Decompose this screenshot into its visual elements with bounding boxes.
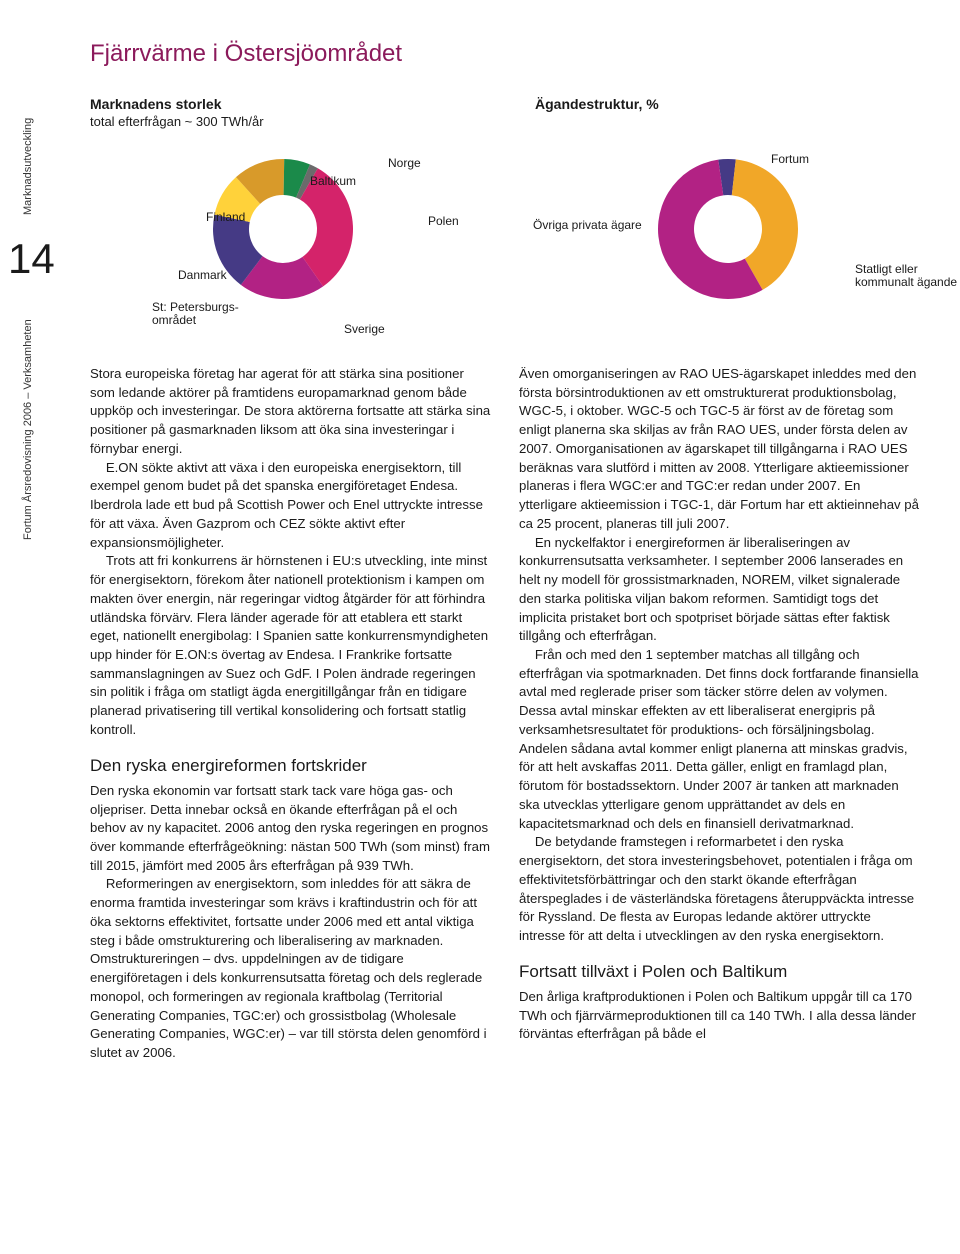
- label-danmark: Danmark: [178, 269, 227, 282]
- lc-p3: Trots att fri konkurrens är hörnstenen i…: [90, 552, 491, 739]
- label-private: Övriga privata ägare: [533, 219, 642, 232]
- charts-row: Marknadens storlek total efterfrågan ~ 3…: [90, 96, 920, 329]
- chart-market-size: Marknadens storlek total efterfrågan ~ 3…: [90, 96, 475, 329]
- label-stpetersburg: St: Petersburgs-området: [152, 301, 248, 327]
- sidebar-label-bottom: Fortum Årsredovisning 2006 – Verksamhete…: [22, 319, 34, 540]
- left-column: Stora europeiska företag har agerat för …: [90, 365, 491, 1063]
- label-norge: Norge: [388, 157, 421, 170]
- body-columns: Stora europeiska företag har agerat för …: [90, 365, 920, 1063]
- page-title: Fjärrvärme i Östersjöområdet: [90, 40, 920, 68]
- rc-p2: En nyckelfaktor i energireformen är libe…: [519, 534, 920, 646]
- label-polen: Polen: [428, 215, 459, 228]
- rc-subhead: Fortsatt tillväxt i Polen och Baltikum: [519, 960, 920, 984]
- label-sverige: Sverige: [344, 323, 385, 336]
- lc-p4: Den ryska ekonomin var fortsatt stark ta…: [90, 782, 491, 876]
- lc-subhead: Den ryska energireformen fortskrider: [90, 754, 491, 778]
- rc-p5: Den årliga kraftproduktionen i Polen och…: [519, 988, 920, 1044]
- label-finland: Finland: [206, 211, 245, 224]
- rc-p1: Även omorganiseringen av RAO UES-ägarska…: [519, 365, 920, 534]
- label-state: Statligt eller kommunalt ägande: [855, 263, 960, 289]
- chart-right-title: Ägandestruktur, %: [535, 96, 920, 112]
- donut-market: [193, 139, 373, 319]
- chart-ownership: Ägandestruktur, % Fortum Statligt eller …: [535, 96, 920, 329]
- rc-p4: De betydande framstegen i reformarbetet …: [519, 833, 920, 945]
- lc-p1: Stora europeiska företag har agerat för …: [90, 365, 491, 459]
- label-baltikum: Baltikum: [310, 175, 356, 188]
- sidebar-label-top: Marknadsutveckling: [22, 118, 34, 215]
- rc-p3: Från och med den 1 september matchas all…: [519, 646, 920, 833]
- lc-p5: Reformeringen av energisektorn, som inle…: [90, 875, 491, 1062]
- chart-left-subtitle: total efterfrågan ~ 300 TWh/år: [90, 114, 475, 129]
- right-column: Även omorganiseringen av RAO UES-ägarska…: [519, 365, 920, 1063]
- page-number: 14: [8, 235, 55, 283]
- label-fortum: Fortum: [771, 153, 809, 166]
- chart-left-title: Marknadens storlek: [90, 96, 475, 112]
- lc-p2: E.ON sökte aktivt att växa i den europei…: [90, 459, 491, 553]
